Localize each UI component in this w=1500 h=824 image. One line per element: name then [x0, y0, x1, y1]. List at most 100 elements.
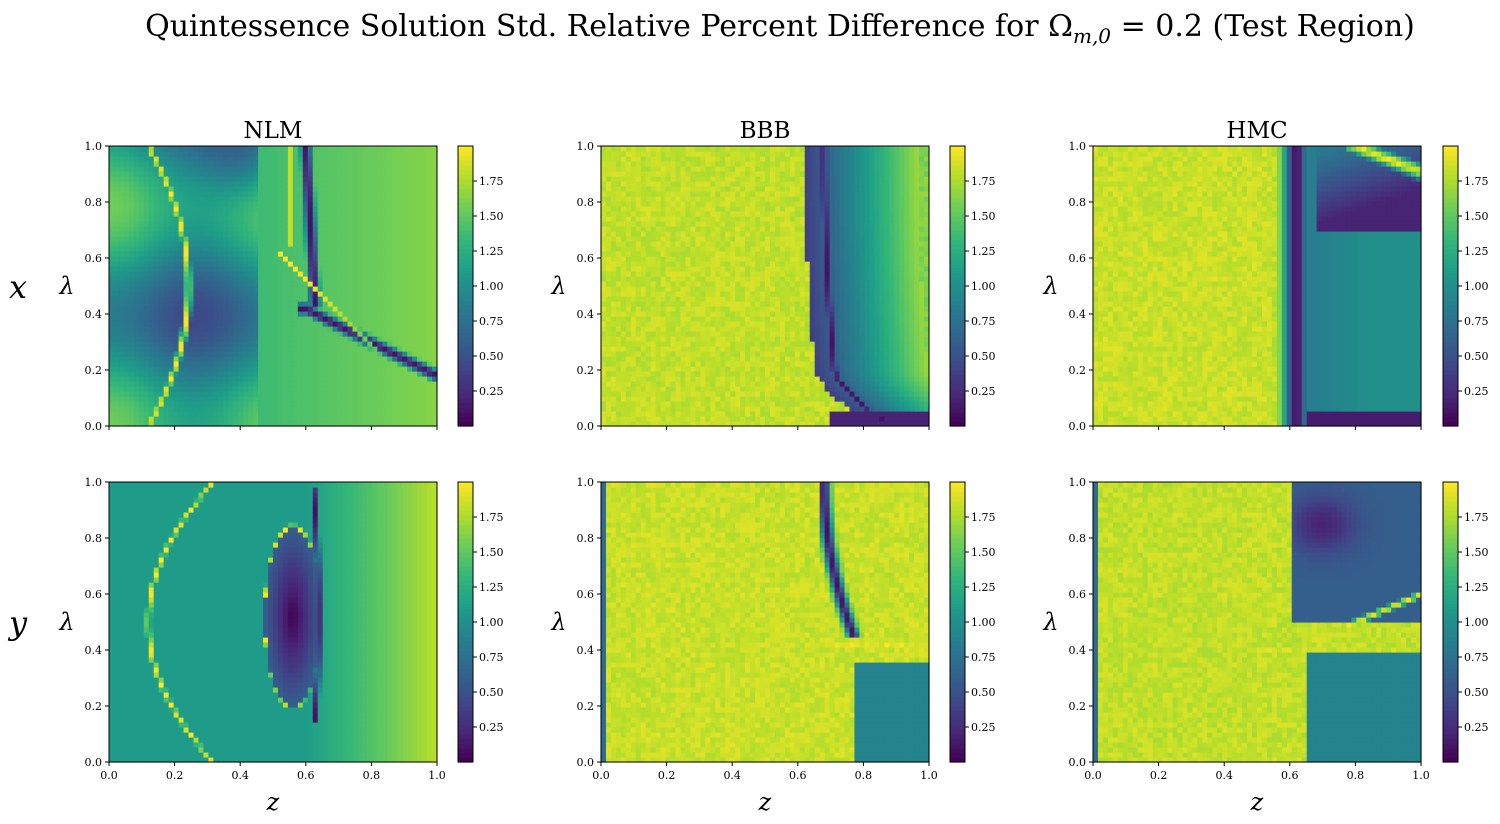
heatmap-cell: [153, 206, 160, 212]
heatmap-cell: [277, 156, 284, 162]
heatmap-cell: [302, 201, 309, 207]
heatmap-cell: [402, 361, 408, 367]
heatmap-cell: [392, 201, 398, 207]
heatmap-cell: [268, 196, 274, 202]
heatmap-cell: [128, 176, 135, 182]
heatmap-cell: [372, 176, 378, 182]
heatmap-cell: [287, 226, 294, 232]
heatmap-cell: [113, 271, 120, 277]
heatmap-cell: [690, 371, 697, 377]
heatmap-cell: [630, 296, 637, 302]
heatmap-cell: [635, 176, 642, 182]
heatmap-cell: [282, 361, 289, 367]
heatmap-cell: [233, 281, 239, 287]
heatmap-cell: [655, 196, 662, 202]
heatmap-cell: [258, 181, 264, 187]
heatmap-cell: [392, 371, 398, 377]
heatmap-cell: [268, 311, 274, 317]
heatmap-cell: [665, 396, 672, 402]
heatmap-cell: [640, 356, 647, 362]
heatmap-cell: [337, 406, 344, 412]
heatmap-cell: [233, 316, 239, 322]
heatmap-cell: [695, 376, 701, 382]
heatmap-cell: [665, 211, 672, 217]
heatmap-cell: [625, 411, 632, 417]
heatmap-cell: [248, 241, 254, 247]
heatmap-cell: [645, 376, 652, 382]
heatmap-cell: [188, 341, 195, 347]
heatmap-cell: [645, 341, 652, 347]
heatmap-cell: [352, 176, 359, 182]
heatmap-cell: [148, 371, 155, 377]
heatmap-cell: [138, 241, 145, 247]
heatmap-cell: [248, 211, 254, 217]
heatmap-cell: [407, 246, 413, 252]
colorbar-step: [458, 328, 473, 334]
heatmap-cell: [337, 191, 344, 197]
heatmap-cell: [238, 411, 244, 417]
heatmap-cell: [700, 236, 706, 242]
heatmap-cell: [163, 201, 170, 207]
heatmap-cell: [655, 146, 662, 152]
heatmap-cell: [317, 151, 324, 157]
heatmap-cell: [377, 411, 383, 417]
heatmap-cell: [213, 346, 219, 352]
heatmap-cell: [422, 336, 428, 342]
heatmap-cell: [601, 356, 607, 362]
heatmap-cell: [302, 161, 309, 167]
heatmap-cell: [630, 381, 637, 387]
heatmap-cell: [118, 361, 125, 367]
heatmap-cell: [705, 326, 711, 332]
heatmap-cell: [352, 386, 359, 392]
heatmap-cell: [372, 221, 378, 227]
heatmap-cell: [327, 206, 334, 212]
heatmap-cell: [601, 161, 607, 167]
heatmap-cell: [118, 246, 125, 252]
heatmap-cell: [620, 331, 627, 337]
heatmap-cell: [655, 166, 662, 172]
heatmap-cell: [620, 161, 627, 167]
heatmap-cell: [198, 146, 205, 152]
heatmap-cell: [650, 181, 657, 187]
heatmap-cell: [203, 156, 209, 162]
heatmap-cell: [243, 236, 249, 242]
heatmap-cell: [422, 361, 428, 367]
heatmap-cell: [258, 381, 264, 387]
heatmap-cell: [352, 346, 359, 352]
heatmap-cell: [302, 321, 309, 327]
heatmap-cell: [153, 381, 160, 387]
heatmap-cell: [625, 176, 632, 182]
heatmap-cell: [297, 291, 304, 297]
heatmap-cell: [307, 221, 314, 227]
heatmap-cell: [407, 201, 413, 207]
heatmap-cell: [248, 346, 254, 352]
heatmap-cell: [183, 211, 190, 217]
heatmap-cell: [392, 181, 398, 187]
heatmap-cell: [620, 156, 627, 162]
heatmap-cell: [228, 191, 234, 197]
heatmap-cell: [312, 376, 319, 382]
heatmap-cell: [263, 401, 269, 407]
heatmap-cell: [273, 271, 279, 277]
heatmap-cell: [292, 151, 299, 157]
heatmap-cell: [123, 396, 130, 402]
heatmap-cell: [625, 206, 632, 212]
heatmap-cell: [258, 336, 264, 342]
heatmap-cell: [605, 416, 612, 422]
heatmap-cell: [332, 301, 339, 307]
heatmap-cell: [685, 406, 692, 412]
heatmap-cell: [243, 366, 249, 372]
heatmap-cell: [148, 311, 155, 317]
heatmap-cell: [193, 291, 200, 297]
heatmap-cell: [352, 281, 359, 287]
heatmap-cell: [387, 406, 393, 412]
heatmap-cell: [153, 336, 160, 342]
heatmap-cell: [322, 146, 329, 152]
heatmap-cell: [327, 326, 334, 332]
heatmap-cell: [610, 196, 617, 202]
heatmap-cell: [322, 156, 329, 162]
heatmap-cell: [263, 321, 269, 327]
heatmap-cell: [625, 346, 632, 352]
heatmap-cell: [665, 341, 672, 347]
heatmap-cell: [705, 361, 711, 367]
